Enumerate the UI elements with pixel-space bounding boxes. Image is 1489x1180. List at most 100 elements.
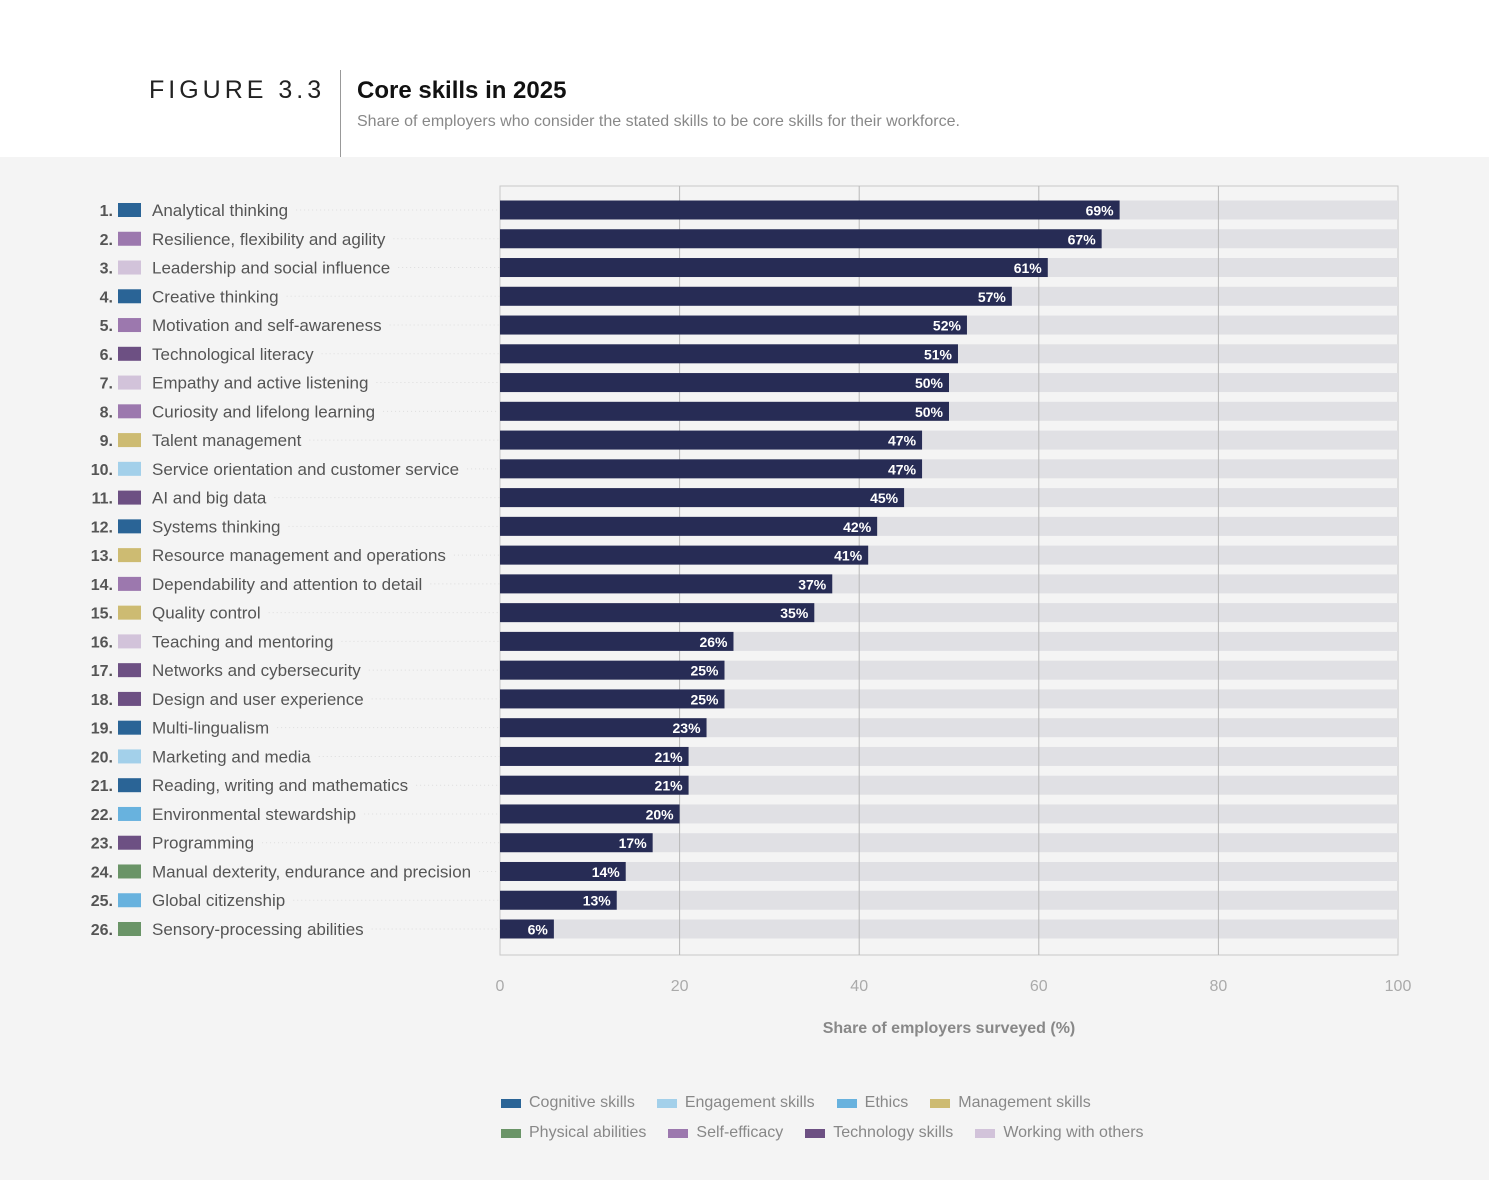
- header-divider: [340, 70, 341, 157]
- x-axis-label: Share of employers surveyed (%): [823, 1020, 1076, 1037]
- plot-frame: [499, 185, 1399, 956]
- bar-value-label: 45%: [870, 490, 899, 506]
- category-swatch: [118, 634, 141, 649]
- skill-label: Creative thinking: [152, 287, 279, 306]
- rank-number: 3.: [100, 261, 113, 278]
- legend-item: Cognitive skills: [501, 1094, 635, 1112]
- bar-value-label: 23%: [673, 720, 702, 736]
- bar-value-label: 37%: [798, 576, 827, 592]
- bar: [500, 660, 725, 680]
- bar: [500, 200, 1120, 220]
- bar-track: [500, 718, 1398, 738]
- bar: [500, 631, 734, 651]
- rank-number: 4.: [100, 289, 113, 306]
- rank-number: 18.: [91, 692, 113, 709]
- legend-item: Engagement skills: [656, 1094, 815, 1112]
- category-swatch: [118, 461, 141, 476]
- chart-subtitle: Share of employers who consider the stat…: [357, 113, 960, 130]
- bar-track: [500, 804, 1398, 824]
- bar: [500, 401, 949, 421]
- skill-label: Environmental stewardship: [152, 805, 356, 824]
- bar-track: [500, 890, 1398, 910]
- rank-number: 14.: [91, 577, 113, 594]
- skill-label: Global citizenship: [152, 891, 285, 910]
- header: FIGURE 3.3 Core skills in 2025 Share of …: [0, 0, 1489, 157]
- skill-label: Programming: [152, 834, 254, 853]
- rank-number: 25.: [91, 893, 113, 910]
- skill-label: Resilience, flexibility and agility: [152, 230, 386, 249]
- skill-label: Manual dexterity, endurance and precisio…: [152, 862, 471, 881]
- bar-track: [500, 775, 1398, 795]
- legend-label: Engagement skills: [684, 1094, 815, 1111]
- bar-value-label: 21%: [655, 778, 684, 794]
- legend-item: Physical abilities: [501, 1124, 646, 1142]
- legend-label: Ethics: [864, 1094, 909, 1111]
- category-swatch: [118, 864, 141, 879]
- bar: [500, 430, 923, 450]
- rank-number: 1.: [100, 203, 113, 220]
- category-swatch: [118, 289, 141, 304]
- rank-number: 8.: [100, 404, 113, 421]
- bar: [500, 229, 1102, 249]
- bar: [500, 344, 958, 364]
- skill-label: Design and user experience: [152, 690, 364, 709]
- skill-label: Service orientation and customer service: [152, 460, 459, 479]
- rank-number: 9.: [100, 433, 113, 450]
- skill-label: Systems thinking: [152, 517, 281, 536]
- rank-number: 11.: [92, 491, 113, 508]
- bar-value-label: 42%: [843, 519, 872, 535]
- bar-track: [500, 746, 1398, 766]
- bar: [500, 603, 815, 623]
- rank-number: 5.: [100, 318, 113, 335]
- skill-label: Curiosity and lifelong learning: [152, 402, 375, 421]
- skill-label: Teaching and mentoring: [152, 632, 333, 651]
- rank-number: 2.: [100, 232, 113, 249]
- bar: [500, 516, 878, 536]
- legend-label: Management skills: [958, 1094, 1091, 1111]
- category-swatch: [118, 663, 141, 678]
- skill-label: AI and big data: [152, 489, 267, 508]
- bar: [500, 488, 905, 508]
- bar: [500, 315, 967, 335]
- legend-label: Working with others: [1003, 1124, 1144, 1141]
- bar: [500, 718, 707, 738]
- bar-value-label: 57%: [978, 289, 1007, 305]
- bar: [500, 373, 949, 393]
- bar: [500, 258, 1048, 278]
- legend-item: Working with others: [975, 1124, 1144, 1142]
- rank-number: 23.: [91, 836, 113, 853]
- bar-track: [500, 919, 1398, 939]
- x-tick-label: 0: [496, 978, 505, 995]
- rank-number: 20.: [91, 749, 113, 766]
- skill-label: Technological literacy: [152, 345, 314, 364]
- rank-number: 10.: [91, 462, 113, 479]
- skill-label: Motivation and self-awareness: [152, 316, 382, 335]
- skill-label: Multi-lingualism: [152, 719, 269, 738]
- skill-label: Empathy and active listening: [152, 374, 368, 393]
- bar-value-label: 14%: [592, 864, 621, 880]
- figure-label: FIGURE 3.3: [149, 76, 326, 104]
- category-swatch: [118, 749, 141, 764]
- rank-number: 16.: [91, 634, 113, 651]
- bar: [500, 861, 626, 881]
- bar: [500, 574, 833, 594]
- bar-value-label: 13%: [583, 893, 612, 909]
- category-swatch: [118, 548, 141, 563]
- chart-title: Core skills in 2025: [357, 77, 567, 104]
- bar: [500, 689, 725, 709]
- bar: [500, 833, 653, 853]
- bar: [500, 919, 554, 939]
- rank-number: 17.: [91, 663, 113, 680]
- legend-swatch: [656, 1098, 677, 1108]
- skill-label: Analytical thinking: [152, 201, 288, 220]
- bar-value-label: 61%: [1014, 260, 1043, 276]
- category-swatch: [118, 375, 141, 390]
- legend-label: Technology skills: [833, 1124, 954, 1141]
- skill-label: Networks and cybersecurity: [152, 661, 361, 680]
- rank-number: 22.: [91, 807, 113, 824]
- category-swatch: [118, 519, 141, 534]
- rank-number: 15.: [91, 606, 113, 623]
- bar-track: [500, 861, 1398, 881]
- x-tick-label: 40: [850, 978, 868, 995]
